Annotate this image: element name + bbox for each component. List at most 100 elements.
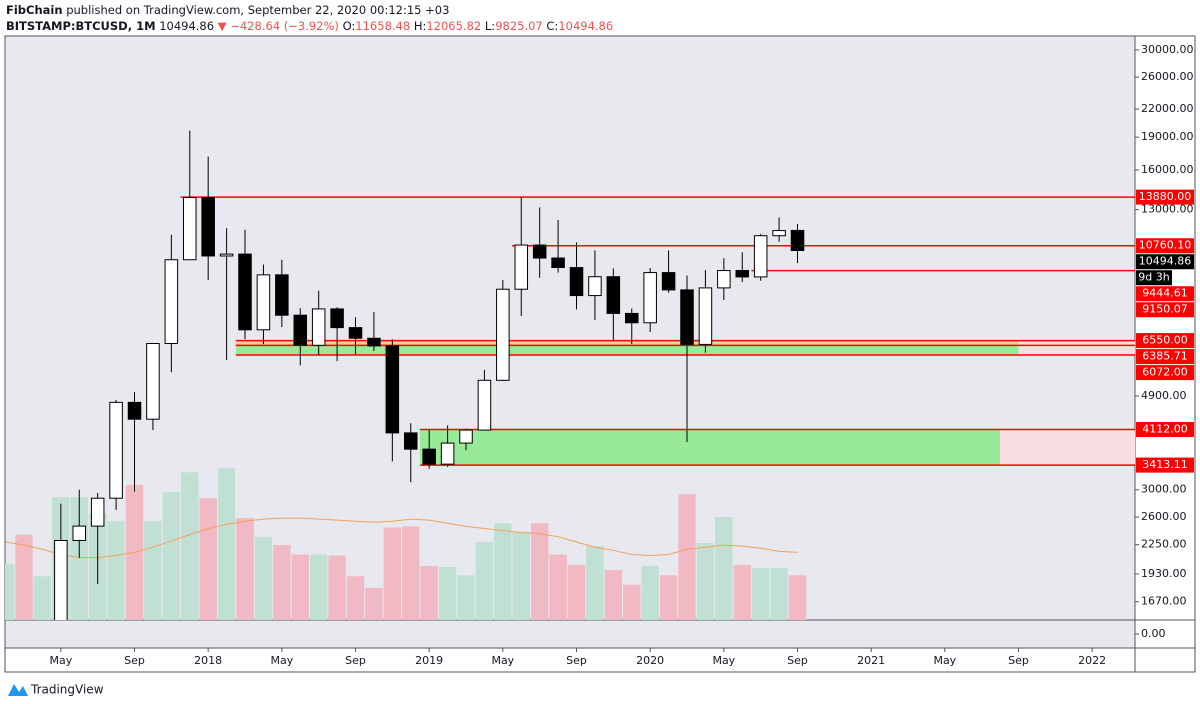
volume-bar: [236, 518, 254, 620]
volume-bar: [586, 546, 604, 620]
candle-body: [588, 276, 602, 297]
high-label: H:: [414, 19, 427, 33]
candle-body: [403, 432, 418, 450]
logo-icon: [8, 684, 28, 696]
volume-bar: [475, 542, 494, 620]
candle-body: [514, 244, 529, 290]
price-label: 3413.11: [1142, 458, 1188, 471]
candle-body: [72, 525, 87, 541]
price-label-box: [1136, 457, 1194, 473]
price-label: 9444.61: [1142, 287, 1188, 300]
candle-body: [201, 197, 215, 257]
candle-body: [164, 259, 179, 345]
countdown: 9d 3h: [1138, 271, 1169, 284]
candle-body: [256, 274, 271, 331]
high: 12065.82: [426, 19, 481, 33]
candle-body: [54, 539, 68, 620]
x-tick-label: 2021: [857, 654, 885, 667]
volume-bar: [144, 521, 162, 620]
y-tick-label: 3000.00: [1141, 483, 1187, 496]
volume-bar: [346, 576, 365, 620]
zone: [419, 429, 1001, 466]
volume-bar: [199, 498, 217, 620]
volume-bar: [715, 517, 733, 620]
y-tick-label: 2600.00: [1141, 510, 1187, 523]
volume-bar: [254, 536, 273, 620]
volume-bar: [530, 523, 549, 620]
header-line: FibChain published on TradingView.com, S…: [6, 3, 449, 17]
volume-bar: [5, 563, 15, 620]
x-tick-label: Sep: [1008, 654, 1029, 667]
candle-body: [109, 401, 123, 499]
y-tick-label: 1930.00: [1141, 567, 1187, 580]
candle-body: [459, 429, 473, 444]
price-label-box: [1136, 349, 1194, 365]
price-label-box: [1136, 333, 1194, 349]
volume-bar: [383, 527, 402, 620]
y-tick-label: 22000.00: [1141, 102, 1194, 115]
volume-bar: [15, 534, 33, 620]
price-label-box: [1136, 254, 1194, 270]
candle-body: [643, 272, 657, 324]
zone: [235, 340, 1019, 346]
price-pane: [5, 130, 1135, 620]
candle-body: [275, 274, 289, 316]
candle-body: [440, 442, 455, 465]
candle-body: [238, 253, 252, 331]
volume-bar: [678, 494, 696, 620]
volume-bar: [696, 543, 715, 620]
volume-bar: [549, 554, 567, 620]
volume-bar: [623, 584, 641, 620]
candle-body: [183, 197, 197, 261]
price-label-box: [1136, 365, 1194, 381]
candle-body: [311, 308, 326, 346]
volume-ma: [5, 517, 798, 559]
candle-body: [606, 276, 621, 314]
change: −428.64 (−3.92%): [230, 19, 339, 33]
volume-bar: [733, 564, 751, 620]
brand: TradingView: [30, 683, 104, 697]
x-tick-label: 2019: [415, 654, 443, 667]
volume-bar: [402, 526, 420, 620]
volume-bar: [328, 555, 346, 620]
open-label: O:: [343, 19, 356, 33]
volume-bar: [33, 576, 52, 620]
x-tick-label: May: [270, 654, 293, 667]
candle-body: [698, 287, 713, 345]
candle-body: [551, 257, 565, 269]
price-label-box: [1136, 422, 1194, 438]
symbol: BITSTAMP:BTCUSD, 1M: [6, 19, 156, 33]
x-tick-label: Sep: [787, 654, 808, 667]
published: published on TradingView.com, September …: [66, 3, 449, 17]
volume-bar: [788, 575, 807, 620]
frame: [4, 35, 1196, 673]
price-label-box: [1136, 302, 1194, 318]
price-label-box: [1136, 189, 1194, 205]
x-tick-label: Sep: [345, 654, 366, 667]
y-tick-label: 1670.00: [1141, 595, 1187, 608]
y-tick-label: 2250.00: [1141, 538, 1187, 551]
price-label: 6385.71: [1142, 350, 1188, 363]
volume-bar: [604, 570, 623, 620]
volume-bar: [217, 468, 236, 620]
x-tick-label: 2022: [1078, 654, 1106, 667]
candle-body: [569, 267, 584, 297]
candle-body: [293, 314, 308, 346]
volume-bar: [494, 523, 512, 620]
volume-bar: [365, 587, 383, 620]
y-tick-label: 0.00: [1141, 627, 1166, 640]
candle-body: [477, 379, 492, 431]
candle-body: [422, 448, 436, 465]
volume-bar: [162, 492, 181, 620]
price-label-box: [1136, 238, 1194, 254]
candle-body: [772, 230, 786, 237]
price-label: 6550.00: [1142, 334, 1188, 347]
symbol-line: BITSTAMP:BTCUSD, 1M 10494.86 ▼ −428.64 (…: [6, 19, 613, 33]
volume-bar: [107, 521, 125, 620]
volume-bar: [309, 554, 328, 620]
candle-body: [735, 270, 750, 278]
x-tick-label: May: [933, 654, 956, 667]
candle-body: [219, 253, 234, 257]
candle-body: [753, 235, 768, 278]
